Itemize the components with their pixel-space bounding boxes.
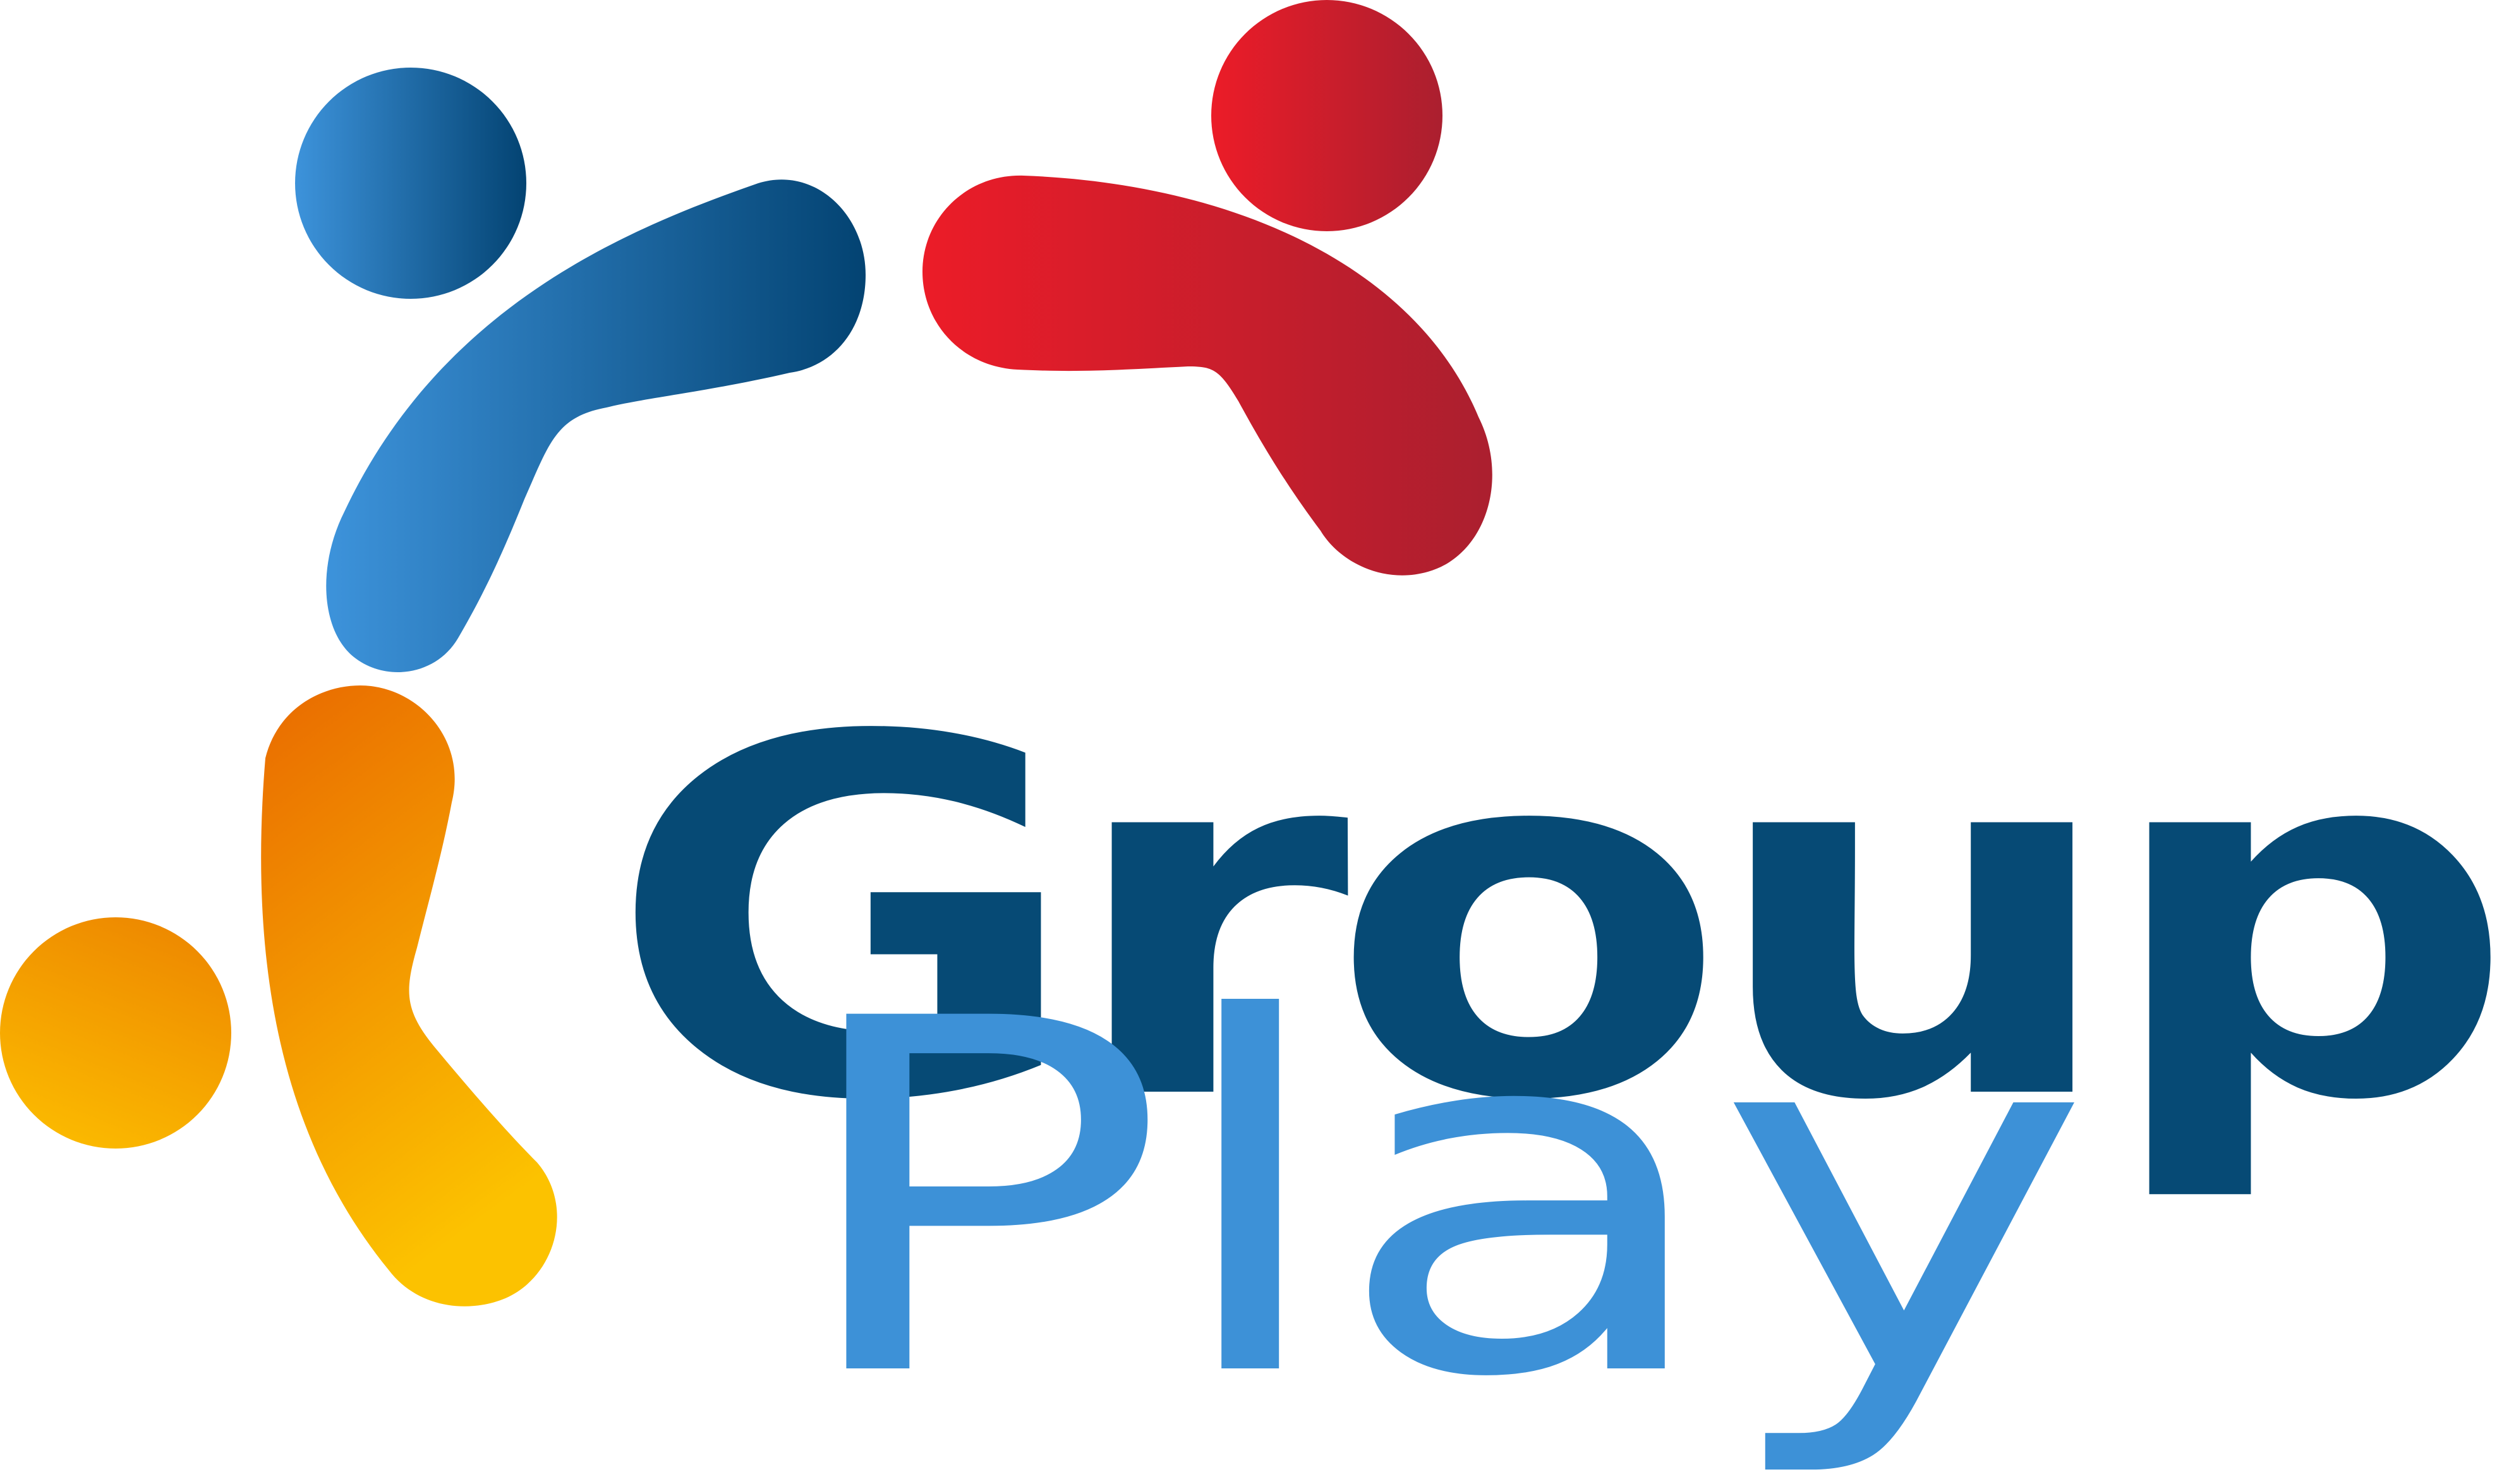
red-figure-head-icon bbox=[1211, 0, 1442, 231]
blue-figure-icon bbox=[295, 68, 866, 673]
orange-figure-arm-icon bbox=[261, 685, 557, 1306]
orange-figure-head-icon bbox=[0, 917, 231, 1149]
blue-figure-head-icon bbox=[295, 68, 526, 299]
orange-figure-icon bbox=[0, 685, 557, 1306]
wordmark-play: Play bbox=[783, 917, 2085, 1483]
wordmark-group: Group bbox=[607, 634, 2496, 1208]
blue-figure-arm-icon bbox=[326, 179, 866, 673]
red-figure-icon bbox=[922, 0, 1492, 576]
red-figure-arm-icon bbox=[922, 175, 1492, 576]
